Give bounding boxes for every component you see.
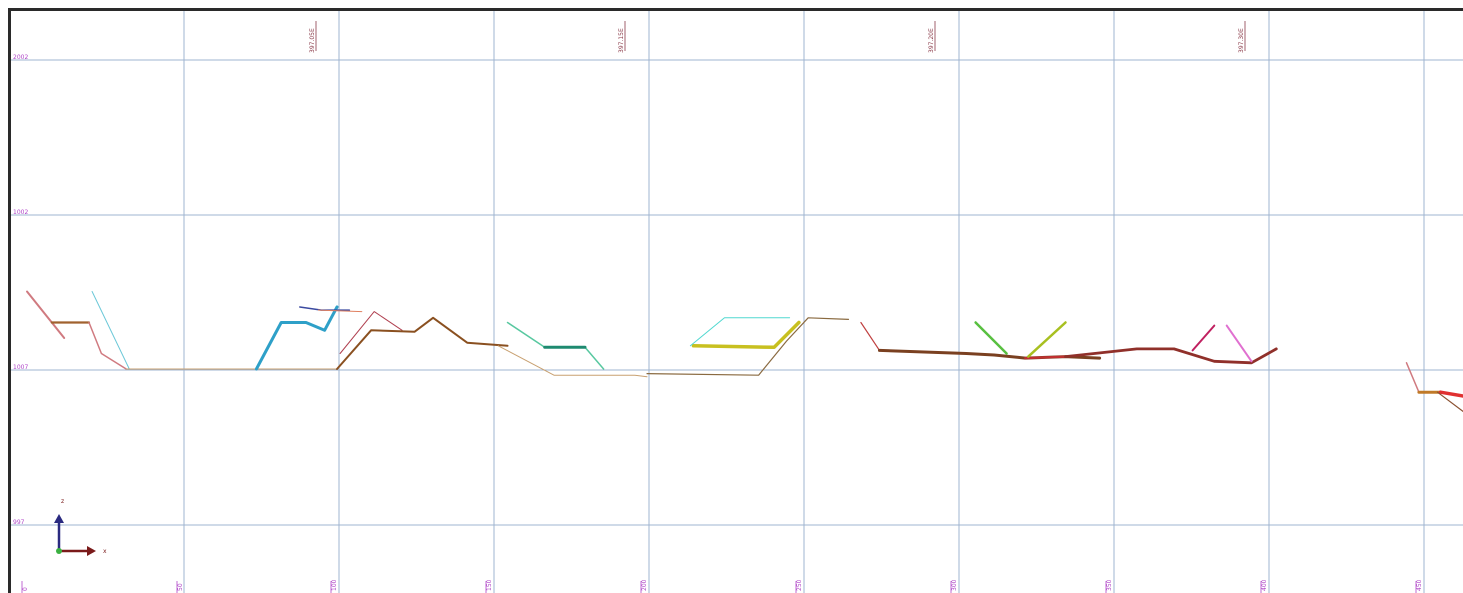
profile-series-29 — [1436, 391, 1463, 413]
chain-label: 397.15E — [618, 28, 625, 53]
profile-series-8 — [317, 309, 363, 313]
x-tick-label: 400 — [1261, 579, 1268, 591]
z-axis-arrowhead — [54, 514, 64, 523]
x-tick-label: 100 — [331, 579, 338, 591]
origin-marker — [56, 548, 62, 554]
x-tick-label: 200 — [641, 579, 648, 591]
x-tick-label: 350 — [1106, 579, 1113, 591]
x-tick-label: 150 — [486, 579, 493, 591]
profile-series-17 — [860, 321, 881, 351]
profile-series-12 — [506, 321, 605, 370]
z-axis-label: z — [61, 498, 64, 505]
profile-series-19 — [1024, 355, 1067, 360]
x-tick-label: 250 — [796, 579, 803, 591]
profile-series-6 — [254, 305, 339, 371]
x-tick-label: 300 — [951, 579, 958, 591]
y-tick-label: 1002 — [13, 209, 28, 216]
profile-series-25 — [1405, 362, 1420, 393]
chain-label: 397.20E — [928, 28, 935, 53]
x-axis-label: x — [103, 548, 107, 555]
profile-series-4 — [91, 291, 130, 370]
profile-series-15 — [691, 320, 801, 350]
chain-label: 397.05E — [309, 28, 316, 53]
chain-label: 397.30E — [1238, 28, 1245, 53]
profile-series-10 — [336, 316, 509, 370]
profile-series-16 — [689, 317, 791, 347]
profile-series-24 — [1225, 324, 1253, 363]
profile-series-20 — [1064, 347, 1278, 365]
x-axis-arrowhead — [87, 546, 96, 556]
profile-series-22 — [1027, 321, 1067, 358]
x-tick-label: 0 — [22, 587, 29, 591]
profile-series-7 — [299, 306, 351, 311]
x-tick-label: 450 — [1416, 579, 1423, 591]
profile-series-3 — [88, 321, 127, 370]
profile-series-9 — [339, 311, 403, 354]
profile-series-27 — [1438, 390, 1463, 398]
profile-series-1 — [26, 290, 66, 339]
y-tick-label: 1007 — [13, 364, 28, 371]
profile-series-21 — [974, 321, 1008, 355]
y-tick-label: 997 — [13, 519, 25, 526]
plot-viewport[interactable]: 2002 1002 1007 997 0 50 100 150 200 250 300 350 400 4… — [8, 8, 1463, 593]
profile-series-23 — [1191, 324, 1216, 352]
x-tick-label: 50 — [177, 583, 184, 591]
profile-series-14 — [646, 317, 850, 376]
profile-plot: 2002 1002 1007 997 0 50 100 150 200 250 300 350 400 4… — [11, 11, 1463, 593]
profile-series-11 — [497, 345, 648, 378]
y-tick-label: 2002 — [13, 54, 28, 61]
